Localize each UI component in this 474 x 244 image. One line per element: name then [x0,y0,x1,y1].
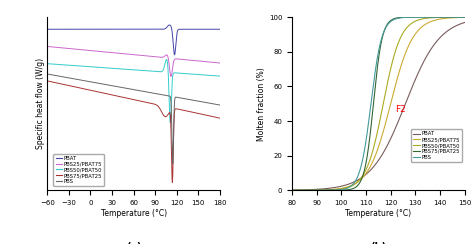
Legend: PBAT, PBS25/PBAT75, PBS50/PBAT50, PBS75/PBAT25, PBS: PBAT, PBS25/PBAT75, PBS50/PBAT50, PBS75/… [54,153,104,186]
Text: (b): (b) [370,242,386,244]
Legend: PBAT, PBS25/PBAT75, PBS50/PBAT50, PBS75/PBAT25, PBS: PBAT, PBS25/PBAT75, PBS50/PBAT50, PBS75/… [411,129,462,162]
X-axis label: Temperature (°C): Temperature (°C) [100,209,167,218]
Y-axis label: Molten fraction (%): Molten fraction (%) [257,67,266,141]
Text: F2: F2 [396,105,406,114]
Y-axis label: Specific heat flow (W/g): Specific heat flow (W/g) [36,58,45,149]
X-axis label: Temperature (°C): Temperature (°C) [345,209,411,218]
Text: (a): (a) [126,242,141,244]
